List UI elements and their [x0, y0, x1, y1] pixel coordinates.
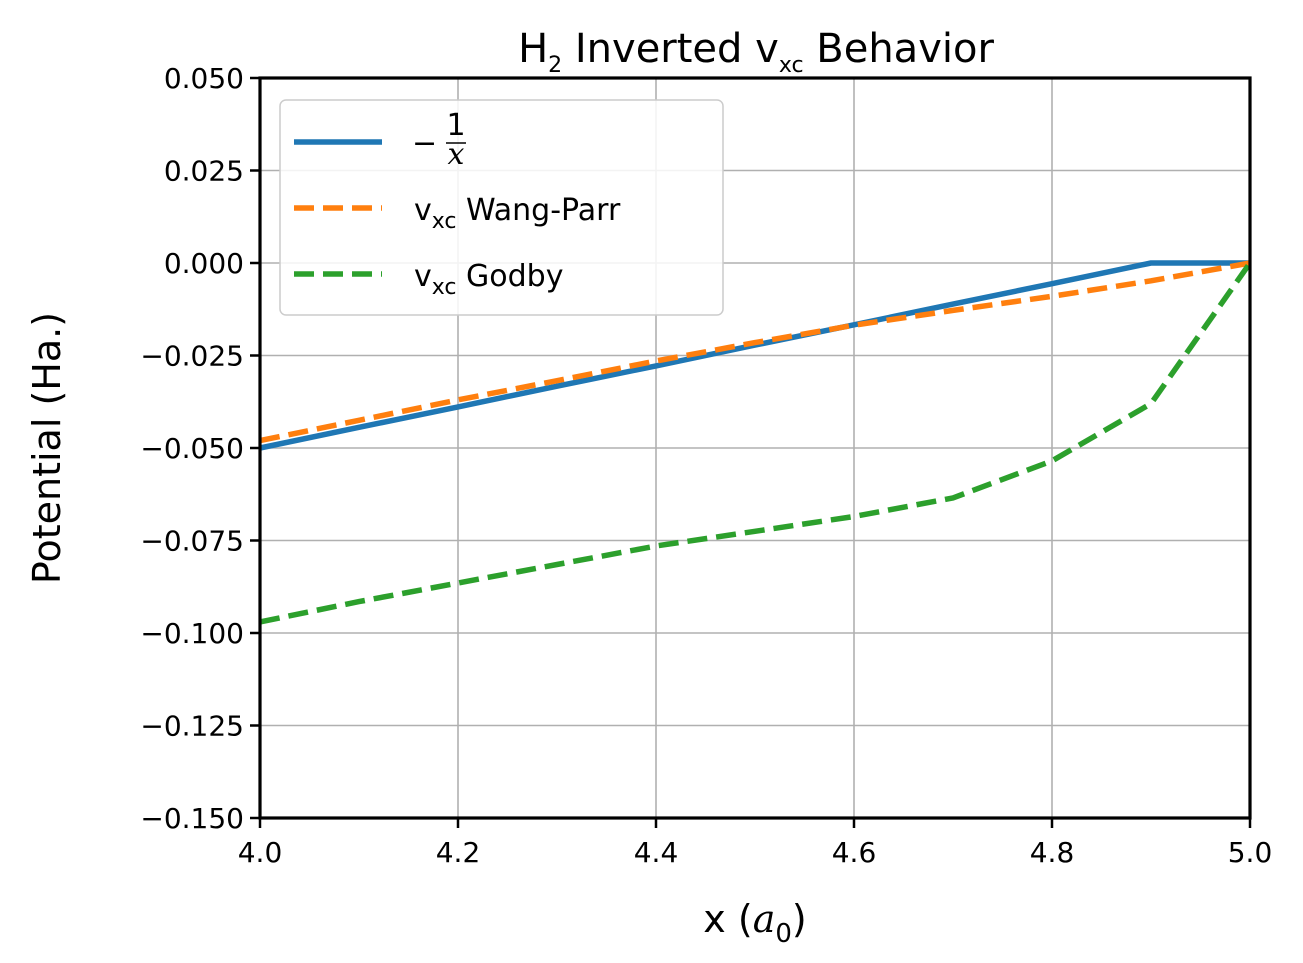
legend-label-wang-parr: vxc Wang-Parr	[414, 193, 621, 234]
y-tick-label: −0.075	[140, 525, 244, 558]
x-tick-label: 4.2	[436, 836, 481, 869]
legend-frac-den: x	[448, 137, 465, 172]
x-tick-label: 4.0	[238, 836, 283, 869]
y-axis-title: Potential (Ha.)	[25, 312, 69, 584]
x-tick-label: 4.8	[1030, 836, 1075, 869]
y-tick-label: −0.150	[140, 802, 244, 835]
x-tick-label: 4.6	[832, 836, 877, 869]
y-tick-label: 0.000	[164, 247, 244, 280]
x-tick-label: 5.0	[1228, 836, 1273, 869]
series-wang-parr	[259, 260, 1251, 444]
y-tick-label: −0.025	[140, 340, 244, 373]
series-godby	[259, 261, 1253, 625]
y-tick-label: −0.050	[140, 432, 244, 465]
series-layer	[259, 260, 1253, 625]
y-tick-label: 0.050	[164, 62, 244, 95]
y-axis: −0.150 −0.125 −0.100 −0.075 −0.050 −0.025 0.00…	[140, 62, 260, 835]
legend-box	[279, 99, 724, 316]
x-tick-label: 4.4	[634, 836, 679, 869]
y-tick-label: −0.125	[140, 710, 244, 743]
y-tick-label: −0.100	[140, 617, 244, 650]
legend-label-godby: vxc Godby	[414, 259, 563, 300]
x-axis: 4.0 4.2 4.4 4.6 4.8 5.0	[238, 818, 1273, 869]
legend-frac-num: 1	[446, 108, 465, 143]
legend-label-inverse-x: −	[412, 126, 437, 161]
x-axis-title: x (a0)	[703, 897, 806, 949]
chart-title: H2 Inverted vxc Behavior	[518, 26, 994, 78]
legend: − 1 x vxc Wang-Parr vxc Godby	[279, 99, 724, 316]
y-tick-label: 0.025	[164, 155, 244, 188]
